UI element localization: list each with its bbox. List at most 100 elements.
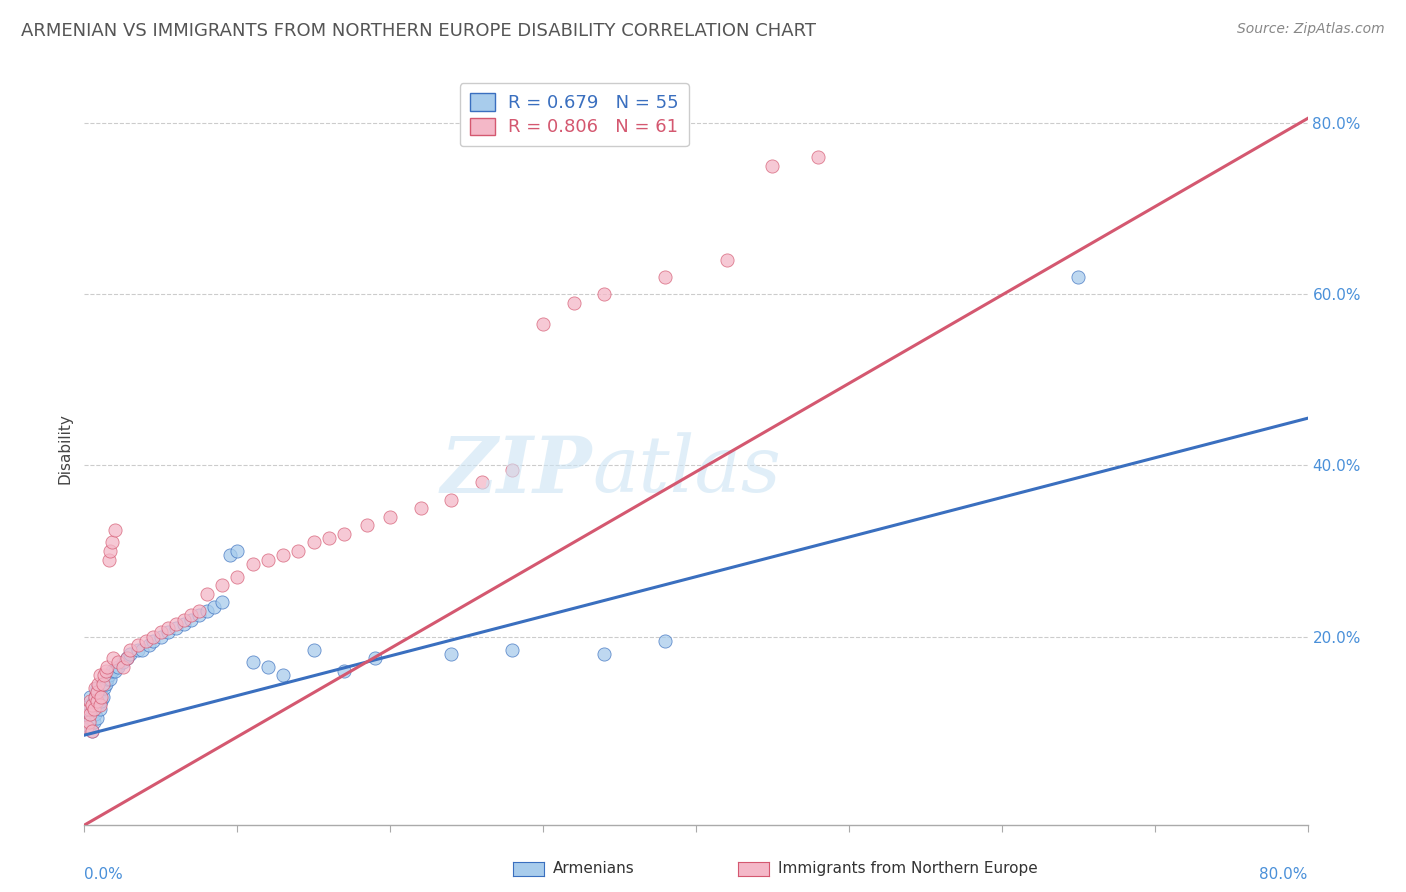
Point bbox=[149, 630, 172, 644]
Point bbox=[716, 252, 738, 267]
Point bbox=[111, 656, 134, 670]
Point bbox=[115, 651, 138, 665]
Point bbox=[218, 549, 240, 563]
Point bbox=[531, 317, 554, 331]
Point bbox=[96, 659, 118, 673]
Point bbox=[83, 694, 105, 708]
Legend: R = 0.679   N = 55, R = 0.806   N = 61: R = 0.679 N = 55, R = 0.806 N = 61 bbox=[460, 84, 689, 146]
Point bbox=[180, 608, 202, 623]
Point bbox=[142, 634, 165, 648]
Point bbox=[318, 531, 340, 545]
Point bbox=[87, 698, 110, 713]
Point bbox=[502, 642, 524, 657]
Text: ZIP: ZIP bbox=[440, 433, 592, 509]
Point bbox=[79, 694, 101, 708]
Text: Immigrants from Northern Europe: Immigrants from Northern Europe bbox=[778, 862, 1038, 876]
Text: 0.0%: 0.0% bbox=[84, 866, 124, 881]
Text: 80.0%: 80.0% bbox=[1260, 866, 1308, 881]
Point bbox=[89, 702, 111, 716]
Point bbox=[115, 651, 138, 665]
Point bbox=[96, 673, 118, 687]
Point bbox=[242, 557, 264, 571]
Point bbox=[271, 549, 294, 563]
Point bbox=[257, 659, 280, 673]
Point bbox=[80, 702, 103, 716]
Point bbox=[271, 668, 294, 682]
Point bbox=[79, 711, 101, 725]
Point bbox=[142, 630, 165, 644]
Point bbox=[131, 642, 153, 657]
Point bbox=[127, 638, 149, 652]
Point bbox=[364, 651, 387, 665]
Point bbox=[89, 698, 111, 713]
Point bbox=[211, 595, 233, 609]
Point bbox=[211, 578, 233, 592]
Point bbox=[157, 625, 180, 640]
Point bbox=[195, 587, 218, 601]
Point bbox=[80, 698, 103, 713]
Point bbox=[180, 613, 202, 627]
Point bbox=[107, 659, 129, 673]
Point bbox=[111, 659, 134, 673]
Point bbox=[77, 720, 100, 734]
Point bbox=[356, 518, 378, 533]
Point bbox=[91, 690, 114, 704]
Point bbox=[195, 604, 218, 618]
Point bbox=[120, 647, 142, 661]
Point bbox=[86, 681, 108, 695]
Point bbox=[79, 690, 101, 704]
Point bbox=[90, 694, 112, 708]
Point bbox=[77, 715, 100, 730]
Point bbox=[104, 523, 127, 537]
Point bbox=[107, 656, 129, 670]
Point bbox=[83, 702, 105, 716]
Point bbox=[593, 647, 616, 661]
Point bbox=[242, 656, 264, 670]
Point bbox=[120, 642, 142, 657]
Point bbox=[83, 715, 105, 730]
Point bbox=[98, 673, 121, 687]
Point bbox=[94, 664, 117, 678]
Point bbox=[157, 621, 180, 635]
Point bbox=[226, 570, 249, 584]
Point bbox=[135, 634, 157, 648]
Point bbox=[93, 668, 115, 682]
Point bbox=[77, 702, 100, 716]
Point bbox=[380, 509, 402, 524]
Text: Source: ZipAtlas.com: Source: ZipAtlas.com bbox=[1237, 22, 1385, 37]
Point bbox=[98, 544, 121, 558]
Point bbox=[173, 613, 195, 627]
Text: atlas: atlas bbox=[592, 433, 780, 509]
Point bbox=[84, 681, 107, 695]
Point bbox=[761, 159, 783, 173]
Point bbox=[173, 616, 195, 631]
Point bbox=[127, 642, 149, 657]
Point bbox=[87, 677, 110, 691]
Point bbox=[287, 544, 309, 558]
Point bbox=[654, 634, 676, 648]
Point bbox=[593, 287, 616, 301]
Point bbox=[103, 651, 125, 665]
Point bbox=[149, 625, 172, 640]
Point bbox=[138, 638, 160, 652]
Point bbox=[91, 677, 114, 691]
Point bbox=[202, 599, 225, 614]
Point bbox=[101, 664, 124, 678]
Point bbox=[1067, 269, 1090, 284]
Point bbox=[101, 535, 124, 549]
Point bbox=[86, 694, 108, 708]
Point bbox=[79, 706, 101, 721]
Point bbox=[257, 552, 280, 566]
Point bbox=[80, 723, 103, 738]
Point bbox=[84, 690, 107, 704]
Point bbox=[84, 690, 107, 704]
Point bbox=[94, 677, 117, 691]
Point bbox=[165, 621, 187, 635]
Point bbox=[807, 150, 830, 164]
Point bbox=[471, 475, 494, 490]
Point bbox=[89, 685, 111, 699]
Point bbox=[562, 295, 585, 310]
Point bbox=[76, 720, 98, 734]
Point bbox=[97, 668, 120, 682]
Point bbox=[104, 664, 127, 678]
